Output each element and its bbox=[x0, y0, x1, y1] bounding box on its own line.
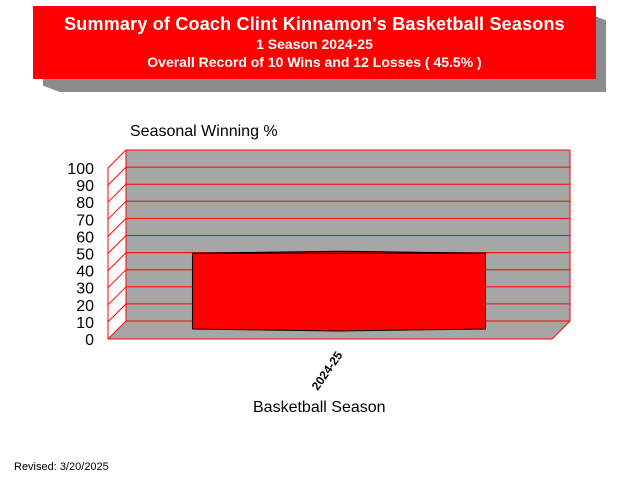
gridline-side bbox=[107, 218, 127, 237]
gridline-side bbox=[107, 200, 127, 220]
gridline-side bbox=[107, 183, 127, 203]
y-tick-label: 50 bbox=[76, 247, 94, 264]
gridline-side bbox=[107, 235, 127, 254]
banner-title: Summary of Coach Clint Kinnamon's Basket… bbox=[64, 14, 565, 34]
y-tick-label: 80 bbox=[76, 195, 94, 212]
y-tick-label: 90 bbox=[76, 178, 94, 195]
bars bbox=[191, 250, 487, 332]
y-tick-label: 10 bbox=[76, 315, 94, 332]
gridline-side bbox=[107, 320, 127, 340]
gridline-side bbox=[107, 166, 127, 186]
banner-subtitle: 1 Season 2024-25 bbox=[256, 36, 373, 52]
summary-banner: Summary of Coach Clint Kinnamon's Basket… bbox=[33, 6, 596, 79]
y-tick-label: 20 bbox=[76, 298, 94, 315]
x-tick-label: 2024-25 bbox=[309, 348, 346, 392]
gridline-side bbox=[107, 303, 127, 323]
y-tick-label: 40 bbox=[76, 264, 94, 281]
y-tick-label: 30 bbox=[76, 281, 94, 298]
bar bbox=[191, 250, 487, 332]
gridline-side bbox=[107, 286, 127, 306]
x-tick-labels: 2024-25 bbox=[309, 348, 346, 392]
gridline-side bbox=[107, 252, 127, 271]
banner-record: Overall Record of 10 Wins and 12 Losses … bbox=[147, 54, 482, 70]
gridline-side bbox=[107, 269, 127, 289]
x-axis-label: Basketball Season bbox=[253, 399, 386, 416]
y-tick-label: 70 bbox=[76, 212, 94, 229]
gridline-side bbox=[107, 149, 127, 169]
floor-right-edge bbox=[551, 320, 571, 340]
y-tick-label: 0 bbox=[85, 332, 94, 349]
y-tick-label: 100 bbox=[67, 161, 94, 178]
y-tick-label: 60 bbox=[76, 229, 94, 246]
revised-date: Revised: 3/20/2025 bbox=[14, 461, 109, 473]
chart-title: Seasonal Winning % bbox=[130, 123, 278, 140]
